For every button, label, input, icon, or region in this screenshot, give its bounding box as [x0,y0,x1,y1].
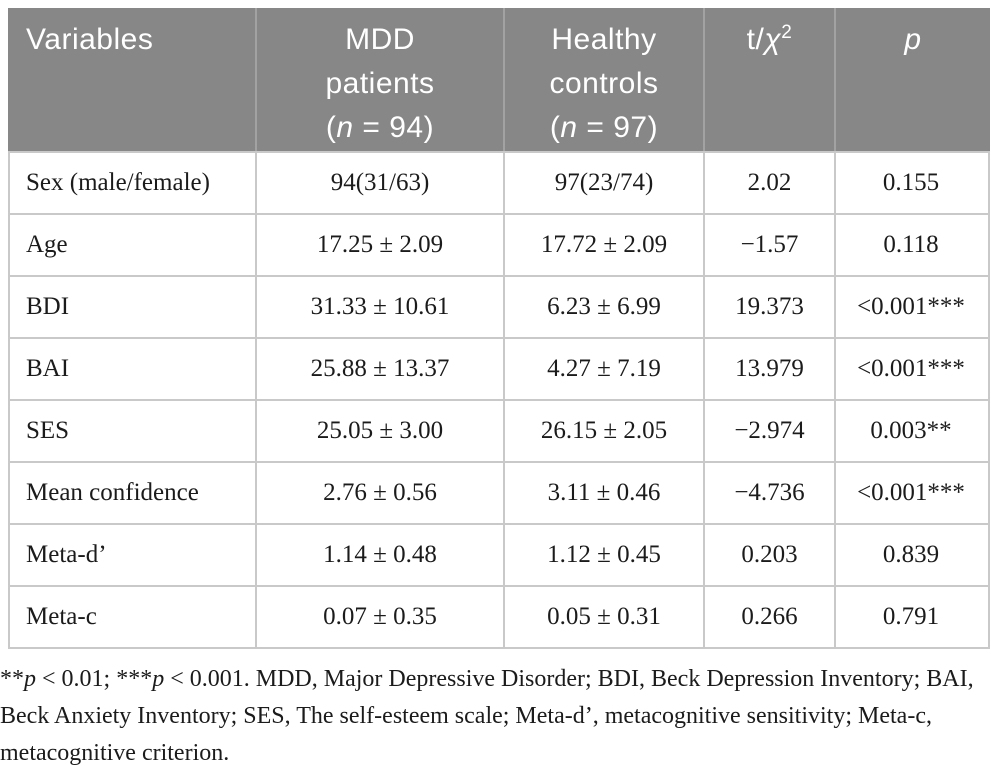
cell-variable: Meta-d’ [26,541,107,568]
table-row-meta-c: Meta-c 0.07 ± 0.35 0.05 ± 0.31 0.266 0.7… [10,585,988,647]
table-header-row: Variables MDD patients (n = 94) Healthy … [8,8,990,151]
cell-statistic: 0.266 [703,587,834,647]
cell-statistic: −2.974 [703,401,834,461]
cell-p-value: 0.003** [834,401,986,461]
cell-healthy-value: 3.11 ± 0.46 [503,463,703,523]
cell-variable: Mean confidence [26,479,199,506]
cell-mdd-value: 17.25 ± 2.09 [255,215,503,275]
cell-p-value: <0.001*** [834,463,986,523]
table-row-ses: SES 25.05 ± 3.00 26.15 ± 2.05 −2.974 0.0… [10,399,988,461]
cell-mdd-value: 2.76 ± 0.56 [255,463,503,523]
cell-variable: SES [26,417,70,444]
cell-statistic: 13.979 [703,339,834,399]
cell-healthy-value: 1.12 ± 0.45 [503,525,703,585]
cell-statistic: 0.203 [703,525,834,585]
cell-variable: BAI [26,355,70,382]
cell-mdd-value: 25.05 ± 3.00 [255,401,503,461]
table-row-bai: BAI 25.88 ± 13.37 4.27 ± 7.19 13.979 <0.… [10,337,988,399]
table-row-sex: Sex (male/female) 94(31/63) 97(23/74) 2.… [10,151,988,213]
cell-statistic: 2.02 [703,153,834,213]
cell-healthy-value: 0.05 ± 0.31 [503,587,703,647]
column-header-variables: Variables [8,8,255,151]
column-header-healthy-controls: Healthy controls (n = 97) [503,8,703,151]
demographics-table: Variables MDD patients (n = 94) Healthy … [8,8,990,649]
cell-variable: Sex (male/female) [26,169,210,196]
cell-p-value: 0.118 [834,215,986,275]
cell-p-value: 0.791 [834,587,986,647]
cell-healthy-value: 17.72 ± 2.09 [503,215,703,275]
table-row-meta-d: Meta-d’ 1.14 ± 0.48 1.12 ± 0.45 0.203 0.… [10,523,988,585]
cell-p-value: 0.839 [834,525,986,585]
cell-healthy-value: 97(23/74) [503,153,703,213]
table-footnote: **p < 0.01; ***p < 0.001. MDD, Major Dep… [0,666,974,766]
cell-variable: BDI [26,293,70,320]
cell-statistic: 19.373 [703,277,834,337]
cell-statistic: −4.736 [703,463,834,523]
sample-size-healthy: (n = 97) [549,111,659,144]
column-header-statistic: t/χ2 [703,8,834,151]
cell-variable: Meta-c [26,603,97,630]
table-row-mean-confidence: Mean confidence 2.76 ± 0.56 3.11 ± 0.46 … [10,461,988,523]
cell-healthy-value: 26.15 ± 2.05 [503,401,703,461]
cell-p-value: 0.155 [834,153,986,213]
cell-mdd-value: 25.88 ± 13.37 [255,339,503,399]
cell-mdd-value: 94(31/63) [255,153,503,213]
cell-mdd-value: 31.33 ± 10.61 [255,277,503,337]
cell-statistic: −1.57 [703,215,834,275]
table-row-bdi: BDI 31.33 ± 10.61 6.23 ± 6.99 19.373 <0.… [10,275,988,337]
cell-variable: Age [26,231,68,258]
table-body: Sex (male/female) 94(31/63) 97(23/74) 2.… [8,151,990,649]
table-row-age: Age 17.25 ± 2.09 17.72 ± 2.09 −1.57 0.11… [10,213,988,275]
cell-healthy-value: 4.27 ± 7.19 [503,339,703,399]
header-label: Variables [26,23,154,56]
sample-size-mdd: (n = 94) [325,111,435,144]
cell-p-value: <0.001*** [834,277,986,337]
cell-healthy-value: 6.23 ± 6.99 [503,277,703,337]
cell-mdd-value: 0.07 ± 0.35 [255,587,503,647]
cell-p-value: <0.001*** [834,339,986,399]
cell-mdd-value: 1.14 ± 0.48 [255,525,503,585]
column-header-mdd-patients: MDD patients (n = 94) [255,8,503,151]
column-header-p-value: p [834,8,990,151]
